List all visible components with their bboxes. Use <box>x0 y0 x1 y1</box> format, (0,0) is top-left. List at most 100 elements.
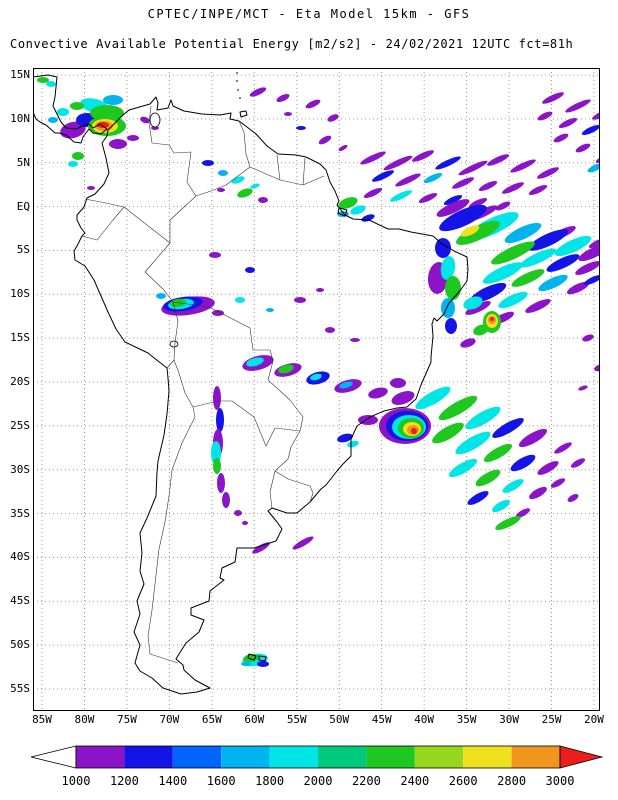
cape-cell <box>216 408 224 432</box>
cape-cell <box>338 144 348 152</box>
cape-cell <box>337 433 353 443</box>
cape-cell <box>504 222 542 244</box>
cape-cell <box>465 301 491 315</box>
cape-cell <box>140 116 150 124</box>
country-borders <box>81 105 325 664</box>
cape-cell <box>578 385 588 391</box>
cape-cell <box>209 252 221 258</box>
cape-cell <box>412 150 434 162</box>
marajo-island <box>337 207 348 217</box>
latlon-grid <box>33 68 600 711</box>
cape-cell <box>527 229 569 251</box>
cape-cell <box>554 442 572 454</box>
cape-cell <box>68 161 78 167</box>
cape-cell <box>439 204 487 232</box>
colorbar-segment <box>76 746 125 768</box>
lake-maracaibo <box>149 112 161 128</box>
cape-cell <box>490 317 494 321</box>
lat-label: 25S <box>10 418 30 432</box>
lat-label: 20S <box>10 374 30 388</box>
lat-label: 45S <box>10 594 30 608</box>
cape-cell <box>415 386 451 410</box>
colorbar-segment <box>318 746 367 768</box>
cape-cell <box>347 440 359 448</box>
cape-cell <box>460 225 480 237</box>
lon-label: 60W <box>244 713 265 726</box>
cape-cell <box>558 117 578 129</box>
geography <box>33 72 469 695</box>
cape-cell <box>258 197 268 203</box>
colorbar-outline <box>75 745 561 769</box>
lat-label: 15S <box>10 331 30 345</box>
cape-cell <box>391 391 415 405</box>
cape-cell <box>109 139 127 149</box>
cape-cell <box>305 99 321 109</box>
cape-cell <box>363 187 383 199</box>
lat-label: 30S <box>10 462 30 476</box>
cape-cell <box>448 458 478 478</box>
cape-cell <box>460 338 476 348</box>
cape-cell <box>495 201 511 211</box>
cape-cell <box>246 357 264 367</box>
cape-cell <box>327 114 339 122</box>
cape-field <box>37 77 600 667</box>
cape-cell <box>350 205 366 215</box>
lat-label: 5N <box>16 155 30 169</box>
cape-cell <box>48 117 58 123</box>
cape-cell <box>90 105 124 121</box>
colorbar-segment <box>221 746 270 768</box>
cape-cell <box>418 192 438 204</box>
cape-cell <box>213 458 221 474</box>
lon-label: 65W <box>201 713 222 726</box>
cape-cell <box>411 428 417 434</box>
cape-cell <box>492 499 510 513</box>
colorbar-segment <box>463 746 512 768</box>
map-frame <box>33 68 600 711</box>
cape-cell <box>325 327 335 333</box>
cape-cell <box>87 186 95 190</box>
cape-cell <box>478 180 498 192</box>
lon-label: 40W <box>414 713 435 726</box>
lon-label: 35W <box>456 713 477 726</box>
cape-cell <box>316 288 324 292</box>
cape-cell <box>57 108 69 116</box>
colorbar-tick-label: 3000 <box>546 774 575 788</box>
cape-cell <box>518 428 548 448</box>
lat-label: 10S <box>10 287 30 301</box>
cape-cell <box>592 108 600 120</box>
colorbar-tick-label: 2200 <box>352 774 381 788</box>
cape-cell <box>217 473 225 493</box>
cape-cell <box>156 293 166 299</box>
cape-cell <box>502 479 524 493</box>
cape-cell <box>473 324 489 336</box>
lon-label: 45W <box>371 713 392 726</box>
cape-cell <box>296 126 306 130</box>
cape-cell <box>435 238 451 258</box>
cape-cell <box>581 124 600 136</box>
cape-cell <box>250 183 260 189</box>
colorbar-segment <box>172 746 222 768</box>
cape-cell <box>587 163 600 173</box>
cape-cell <box>358 415 378 425</box>
cape-cell <box>463 296 483 310</box>
colorbar-tick-label: 1800 <box>255 774 284 788</box>
cape-cell <box>498 291 528 309</box>
lat-label: 15N <box>10 68 30 81</box>
cape-cell <box>452 177 474 189</box>
cape-cell <box>519 248 557 268</box>
lon-label: 25W <box>541 713 562 726</box>
cape-cell <box>245 267 255 273</box>
lat-label: EQ <box>16 199 30 213</box>
cape-cell <box>487 154 509 166</box>
cape-cell <box>294 297 306 303</box>
cape-cell <box>502 182 524 194</box>
map-canvas <box>33 68 600 711</box>
cape-cell <box>339 381 353 389</box>
cape-cell <box>455 431 491 455</box>
cape-cell <box>465 406 501 430</box>
cape-cell <box>390 378 406 388</box>
lon-label: 85W <box>32 713 52 726</box>
cape-cell <box>423 172 443 184</box>
cape-cell <box>435 156 461 170</box>
